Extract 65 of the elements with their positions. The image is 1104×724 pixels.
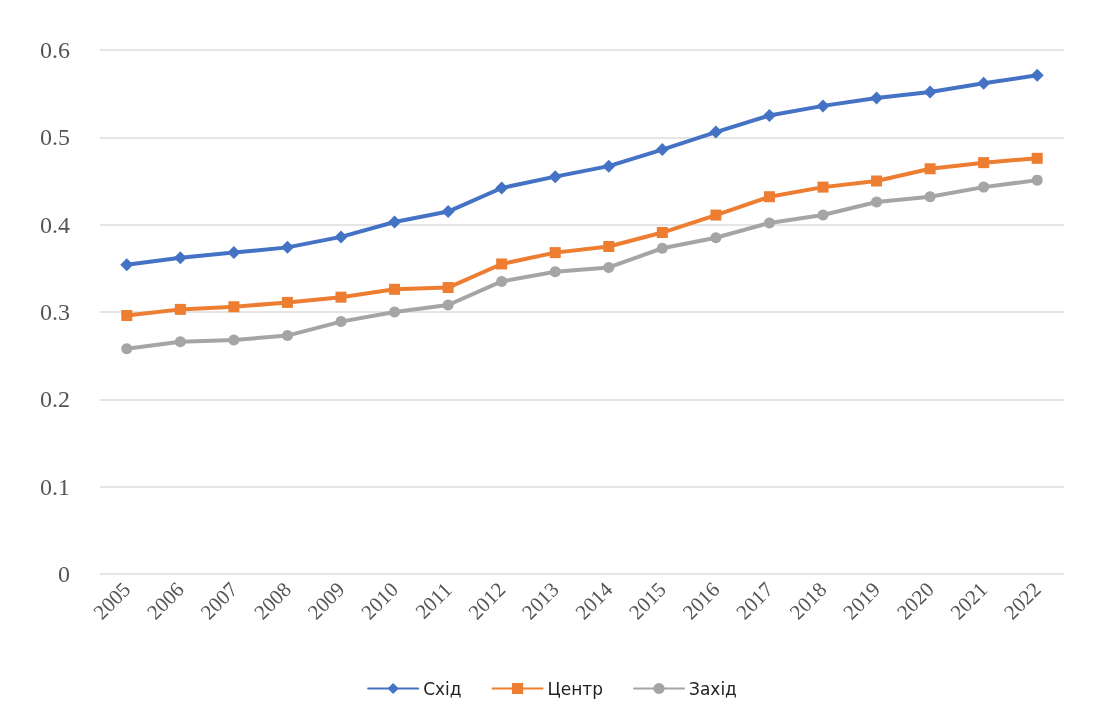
point [871, 175, 883, 187]
point [656, 227, 668, 239]
point [978, 157, 990, 169]
point [763, 217, 775, 229]
point [762, 109, 776, 122]
point [389, 283, 401, 295]
y-tick-label: 0.5 [40, 124, 70, 151]
point [121, 309, 133, 321]
point [603, 261, 615, 273]
point [924, 163, 936, 175]
point [1030, 68, 1044, 82]
point [602, 159, 616, 173]
point [603, 241, 615, 252]
point [656, 242, 668, 254]
point [228, 334, 240, 346]
point [389, 306, 401, 318]
point [495, 181, 509, 195]
point [763, 191, 775, 203]
point [1031, 152, 1043, 164]
point [442, 282, 454, 294]
point [441, 205, 455, 219]
legend-label: Захід [689, 678, 737, 699]
y-tick-label: 0.4 [40, 211, 70, 238]
point [335, 291, 347, 303]
point [870, 91, 884, 105]
point [334, 230, 348, 244]
y-tick-label: 0.2 [40, 386, 70, 413]
legend-label: Схід [423, 678, 462, 699]
point [120, 258, 134, 272]
point [281, 296, 293, 308]
point [924, 191, 936, 203]
point [549, 266, 561, 278]
point [1031, 174, 1043, 186]
point [173, 251, 187, 265]
y-tick-label: 0.6 [40, 37, 70, 63]
point [710, 209, 722, 221]
y-tick-label: 0.1 [40, 473, 70, 500]
point [228, 301, 240, 313]
point [923, 85, 937, 99]
point [496, 275, 508, 287]
y-tick-label: 0 [58, 561, 70, 587]
legend-label: Центр [547, 678, 604, 699]
x-tick-label: 2011 [410, 577, 457, 624]
point [281, 330, 293, 342]
point [335, 316, 347, 328]
point [442, 299, 454, 311]
point [174, 303, 186, 315]
point [655, 143, 669, 157]
y-tick-label: 0.3 [40, 299, 70, 325]
point [978, 181, 990, 193]
point [121, 343, 133, 355]
point [710, 232, 722, 244]
point [871, 196, 883, 208]
point [977, 76, 991, 90]
point [174, 336, 186, 348]
point [816, 99, 830, 113]
point [709, 125, 723, 139]
point [817, 181, 829, 193]
point [817, 209, 829, 221]
point [280, 240, 294, 254]
point [388, 215, 402, 229]
point [227, 246, 241, 260]
point [496, 258, 508, 270]
point [549, 247, 561, 259]
point [548, 170, 562, 184]
